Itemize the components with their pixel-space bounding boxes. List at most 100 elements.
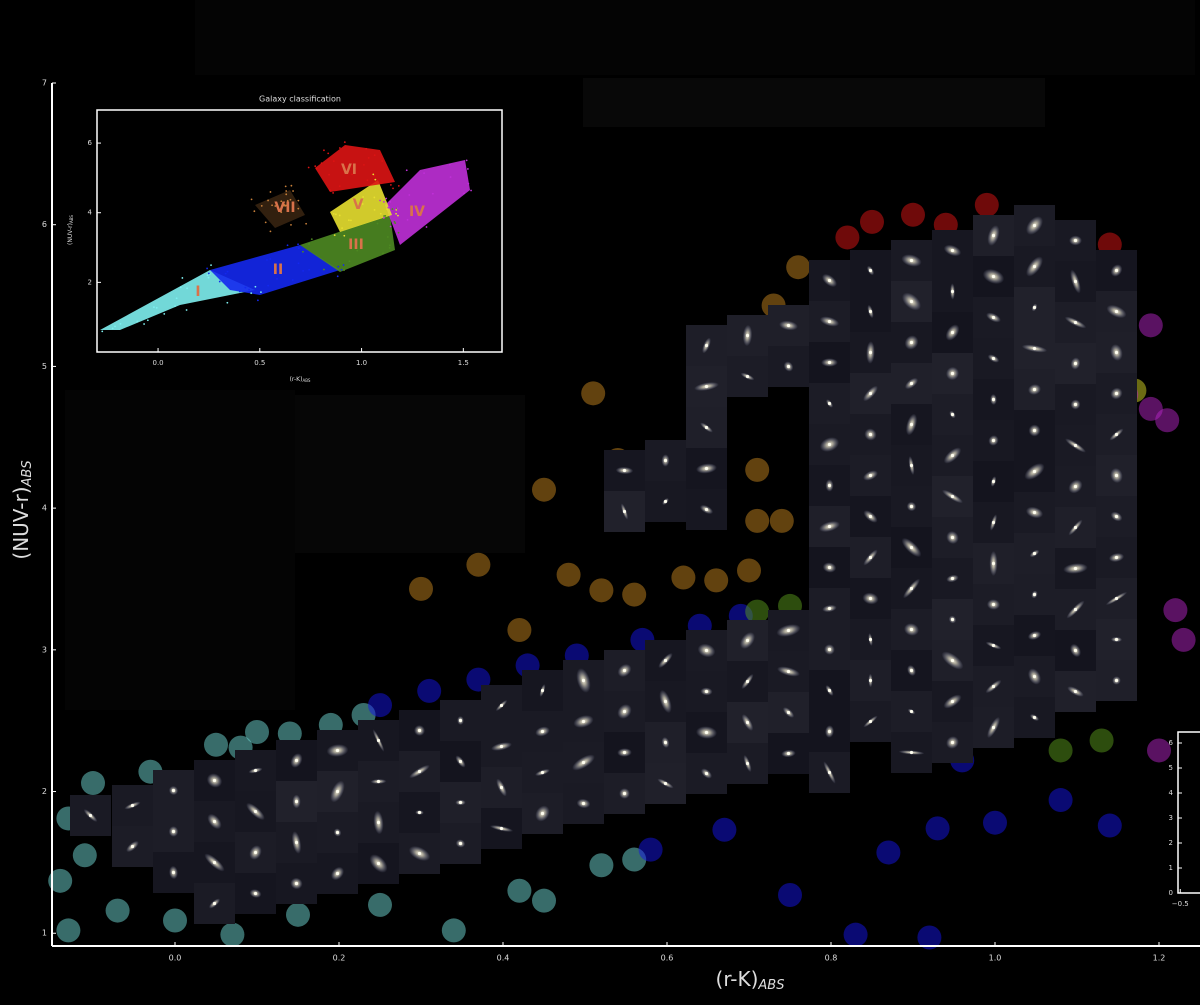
class-dot — [285, 190, 288, 192]
galaxy-thumbnail — [645, 763, 686, 804]
galaxy-thumbnail — [727, 315, 768, 356]
inset-title: Galaxy classification — [259, 95, 341, 104]
point — [48, 868, 73, 893]
galaxy-core — [1032, 633, 1037, 638]
galaxy-core — [991, 479, 996, 484]
galaxy-core — [991, 643, 996, 648]
galaxy-core — [253, 850, 258, 855]
point — [745, 599, 770, 624]
inset-partial-frame — [1177, 731, 1200, 894]
class-dot — [338, 147, 341, 149]
class-dot — [206, 267, 209, 270]
galaxy-core — [581, 760, 586, 765]
galaxy-core — [827, 729, 832, 734]
class-dot — [257, 299, 259, 302]
galaxy-thumbnail — [440, 700, 481, 741]
galaxy-core — [1114, 391, 1119, 396]
galaxy-core — [1032, 264, 1037, 269]
galaxy-core — [1073, 361, 1078, 366]
galaxy-thumbnail — [727, 661, 768, 702]
galaxy-thumbnail — [973, 379, 1014, 420]
class-dot — [181, 277, 184, 279]
galaxy-core — [130, 844, 135, 849]
galaxy-thumbnail — [768, 651, 809, 692]
class-dot — [382, 201, 385, 203]
galaxy-core — [335, 748, 340, 753]
point — [835, 225, 860, 250]
galaxy-thumbnail — [153, 811, 194, 852]
class-dot — [280, 200, 283, 203]
galaxy-thumbnail — [70, 795, 111, 836]
galaxy-core — [745, 679, 750, 684]
galaxy-thumbnail — [481, 808, 522, 849]
galaxy-core — [376, 779, 381, 784]
galaxy-core — [991, 725, 996, 730]
class-dot — [363, 163, 365, 166]
galaxy-core — [745, 333, 750, 338]
point — [638, 837, 663, 862]
class-dot — [391, 208, 394, 210]
galaxy-thumbnail — [809, 301, 850, 342]
galaxy-core — [1114, 309, 1119, 314]
galaxy-thumbnail — [932, 230, 973, 271]
point — [1171, 627, 1196, 652]
galaxy-thumbnail — [563, 701, 604, 742]
galaxy-core — [991, 397, 996, 402]
galaxy-thumbnail — [604, 491, 645, 532]
galaxy-thumbnail — [686, 407, 727, 448]
galaxy-core — [171, 870, 176, 875]
galaxy-core — [1032, 715, 1037, 720]
galaxy-thumbnail — [850, 373, 891, 414]
galaxy-thumbnail — [317, 853, 358, 894]
galaxy-core — [499, 826, 504, 831]
galaxy-thumbnail — [1055, 466, 1096, 507]
galaxy-core — [909, 586, 914, 591]
galaxy-thumbnail — [1096, 660, 1137, 701]
galaxy-core — [827, 606, 832, 611]
galaxy-thumbnail — [891, 486, 932, 527]
galaxy-core — [991, 438, 996, 443]
galaxy-thumbnail — [112, 826, 153, 867]
shade — [195, 0, 1195, 75]
galaxy-thumbnail — [891, 609, 932, 650]
galaxy-core — [868, 391, 873, 396]
class-dot — [425, 226, 428, 228]
galaxy-core — [212, 778, 217, 783]
y-tick-label: 7 — [42, 79, 47, 88]
point — [581, 381, 606, 406]
class-dot — [260, 291, 262, 294]
galaxy-thumbnail — [112, 785, 153, 826]
point — [507, 617, 532, 642]
galaxy-core — [458, 800, 463, 805]
galaxy-core — [950, 412, 955, 417]
galaxy-core — [827, 401, 832, 406]
galaxy-thumbnail — [1014, 287, 1055, 328]
class-dot — [250, 198, 253, 201]
point — [671, 565, 696, 590]
galaxy-thumbnail — [1055, 261, 1096, 302]
point — [466, 552, 491, 577]
point — [441, 918, 466, 943]
class-dot — [315, 167, 318, 170]
galaxy-thumbnail — [1096, 332, 1137, 373]
class-region — [300, 215, 395, 272]
galaxy-core — [294, 758, 299, 763]
galaxy-thumbnail — [809, 342, 850, 383]
y-tick-label: 2 — [42, 787, 47, 796]
galaxy-core — [540, 811, 545, 816]
galaxy-thumbnail — [153, 852, 194, 893]
galaxy-core — [868, 596, 873, 601]
class-dot — [320, 162, 323, 165]
galaxy-core — [1114, 350, 1119, 355]
class-dot — [396, 207, 399, 210]
class-label: V — [353, 197, 364, 213]
class-dot — [374, 178, 377, 181]
galaxy-thumbnail — [440, 741, 481, 782]
class-dot — [341, 227, 343, 230]
galaxy-thumbnail — [686, 630, 727, 671]
galaxy-thumbnail — [1055, 548, 1096, 589]
class-dot — [373, 208, 376, 211]
galaxy-thumbnail — [1014, 328, 1055, 369]
main-axes: (r-K)ABS (NUV-r)ABS 0.0 0.2 0.4 0.6 0.8 1.0 1.… — [9, 79, 1200, 993]
class-dot — [397, 184, 400, 187]
